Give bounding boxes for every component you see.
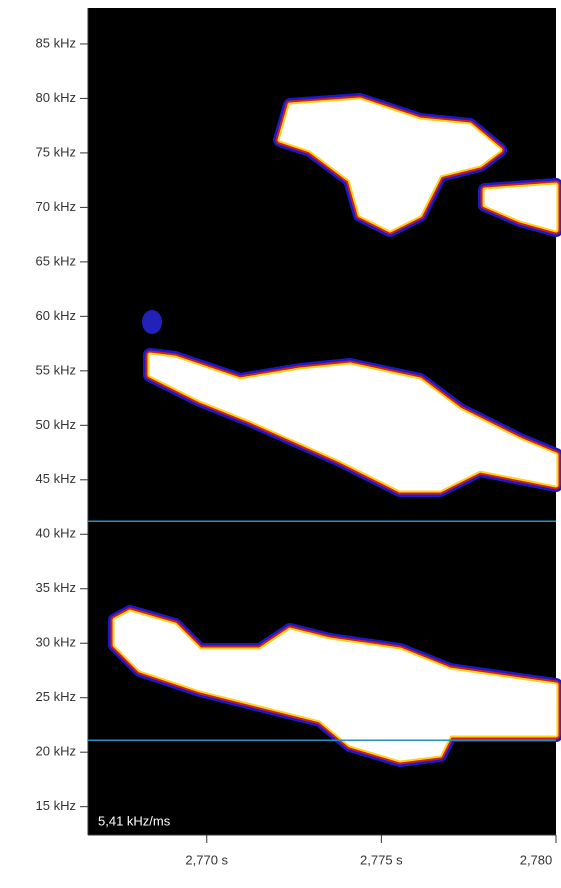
y-tick-label: 45 kHz [36,471,76,486]
y-tick-label: 65 kHz [36,253,76,268]
y-tick-label: 85 kHz [36,35,76,50]
y-tick-label: 40 kHz [36,526,76,541]
x-tick-label: 2,775 s [360,852,403,867]
spectral-blob [279,99,501,231]
y-tick-label: 55 kHz [36,362,76,377]
spectral-blob [149,354,557,491]
y-tick-label: 15 kHz [36,798,76,813]
y-tick-label: 25 kHz [36,689,76,704]
y-tick-label: 20 kHz [36,744,76,759]
y-tick-label: 60 kHz [36,308,76,323]
y-tick-label: 70 kHz [36,199,76,214]
y-tick-label: 35 kHz [36,580,76,595]
annotation: 5,41 kHz/ms [98,813,171,828]
x-tick-label: 2,780 [520,852,553,867]
y-tick-label: 50 kHz [36,417,76,432]
spectral-blob [484,184,557,231]
y-tick-label: 75 kHz [36,144,76,159]
y-tick-label: 30 kHz [36,635,76,650]
x-tick-label: 2,770 s [185,852,228,867]
spectrogram-image [108,93,561,767]
spectral-blob [114,611,557,761]
spectral-blob [142,310,162,334]
y-tick-label: 80 kHz [36,90,76,105]
